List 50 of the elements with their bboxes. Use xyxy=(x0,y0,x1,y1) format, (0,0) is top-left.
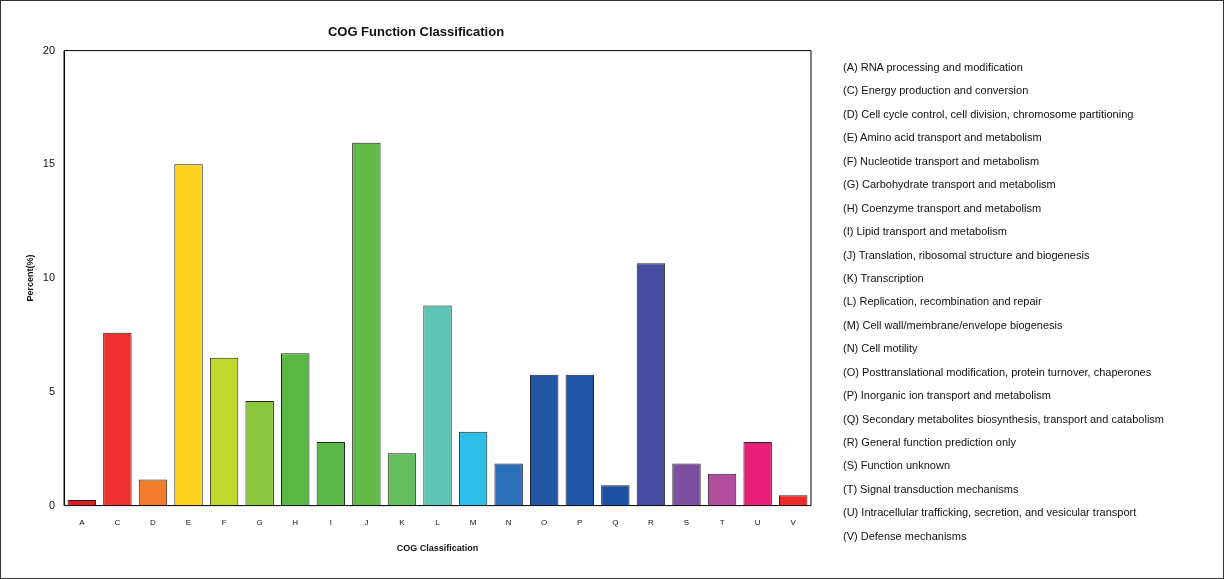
x-tick-label: S xyxy=(683,517,690,527)
x-tick-label: V xyxy=(790,517,797,527)
x-tick-label: P xyxy=(577,517,583,527)
text: (F) Nucleotide transport and metabolism xyxy=(843,153,1041,169)
x-tick-label: T xyxy=(719,517,725,527)
x-tick-label: J xyxy=(364,517,369,527)
chart-title: COG Function Classification xyxy=(327,24,505,40)
x-tick-label: R xyxy=(648,517,655,527)
text: (L) Replication, recombination and repair xyxy=(843,294,1043,310)
text: (N) Cell motility xyxy=(843,341,919,357)
x-tick-label: A xyxy=(79,517,86,527)
y-tick-label: 0 xyxy=(48,498,56,511)
text: (T) Signal transduction mechanisms xyxy=(843,481,1020,497)
x-tick-label: M xyxy=(469,517,477,527)
x-tick-label: K xyxy=(399,517,406,527)
text: (C) Energy production and conversion xyxy=(843,83,1030,99)
x-tick-label: N xyxy=(505,517,512,527)
x-tick-label: E xyxy=(185,517,192,527)
text: (H) Coenzyme transport and metabolism xyxy=(843,200,1043,216)
x-tick-label: Q xyxy=(612,517,619,527)
text: (A) RNA processing and modification xyxy=(843,60,1024,75)
x-tick-label: D xyxy=(150,517,157,527)
x-tick-label: O xyxy=(541,517,548,527)
text: (G) Carbohydrate transport and metabolism xyxy=(843,177,1057,193)
text: (J) Translation, ribosomal structure and biogenesis xyxy=(843,247,1091,263)
x-tick-label: L xyxy=(435,517,441,527)
y-axis-title: Percent(%) xyxy=(24,254,35,302)
x-tick-label: C xyxy=(114,517,121,527)
text: (K) Transcription xyxy=(843,270,925,286)
x-tick-label: H xyxy=(292,517,299,527)
y-tick-label: 10 xyxy=(42,271,56,284)
text: (D) Cell cycle control, cell division, chromosome partitioning xyxy=(843,106,1135,122)
text: (U) Intracellular trafficking, secretion, and vesicular transport xyxy=(843,505,1138,521)
text: (R) General function prediction only xyxy=(843,435,1018,450)
text: (V) Defense mechanisms xyxy=(843,528,968,544)
y-tick-label: 5 xyxy=(48,384,56,397)
x-axis-title: COG Classification xyxy=(396,543,479,554)
text: (P) Inorganic ion transport and metabolism xyxy=(843,388,1052,404)
text: (E) Amino acid transport and metabolism xyxy=(843,130,1043,146)
text: (M) Cell wall/membrane/envelope biogenesis xyxy=(843,317,1064,333)
x-tick-label: U xyxy=(754,517,761,527)
y-tick-label: 15 xyxy=(42,157,56,170)
y-tick-label: 20 xyxy=(42,43,56,56)
text: (Q) Secondary metabolites biosynthesis, transport and catabolism xyxy=(843,411,1164,427)
text: (I) Lipid transport and metabolism xyxy=(843,224,1008,240)
x-tick-label: G xyxy=(256,517,263,527)
x-tick-label: F xyxy=(221,517,227,527)
text: (O) Posttranslational modification, protein turnover, chaperones xyxy=(843,364,1153,380)
x-tick-label: I xyxy=(329,517,332,527)
text: (S) Function unknown xyxy=(843,458,951,474)
